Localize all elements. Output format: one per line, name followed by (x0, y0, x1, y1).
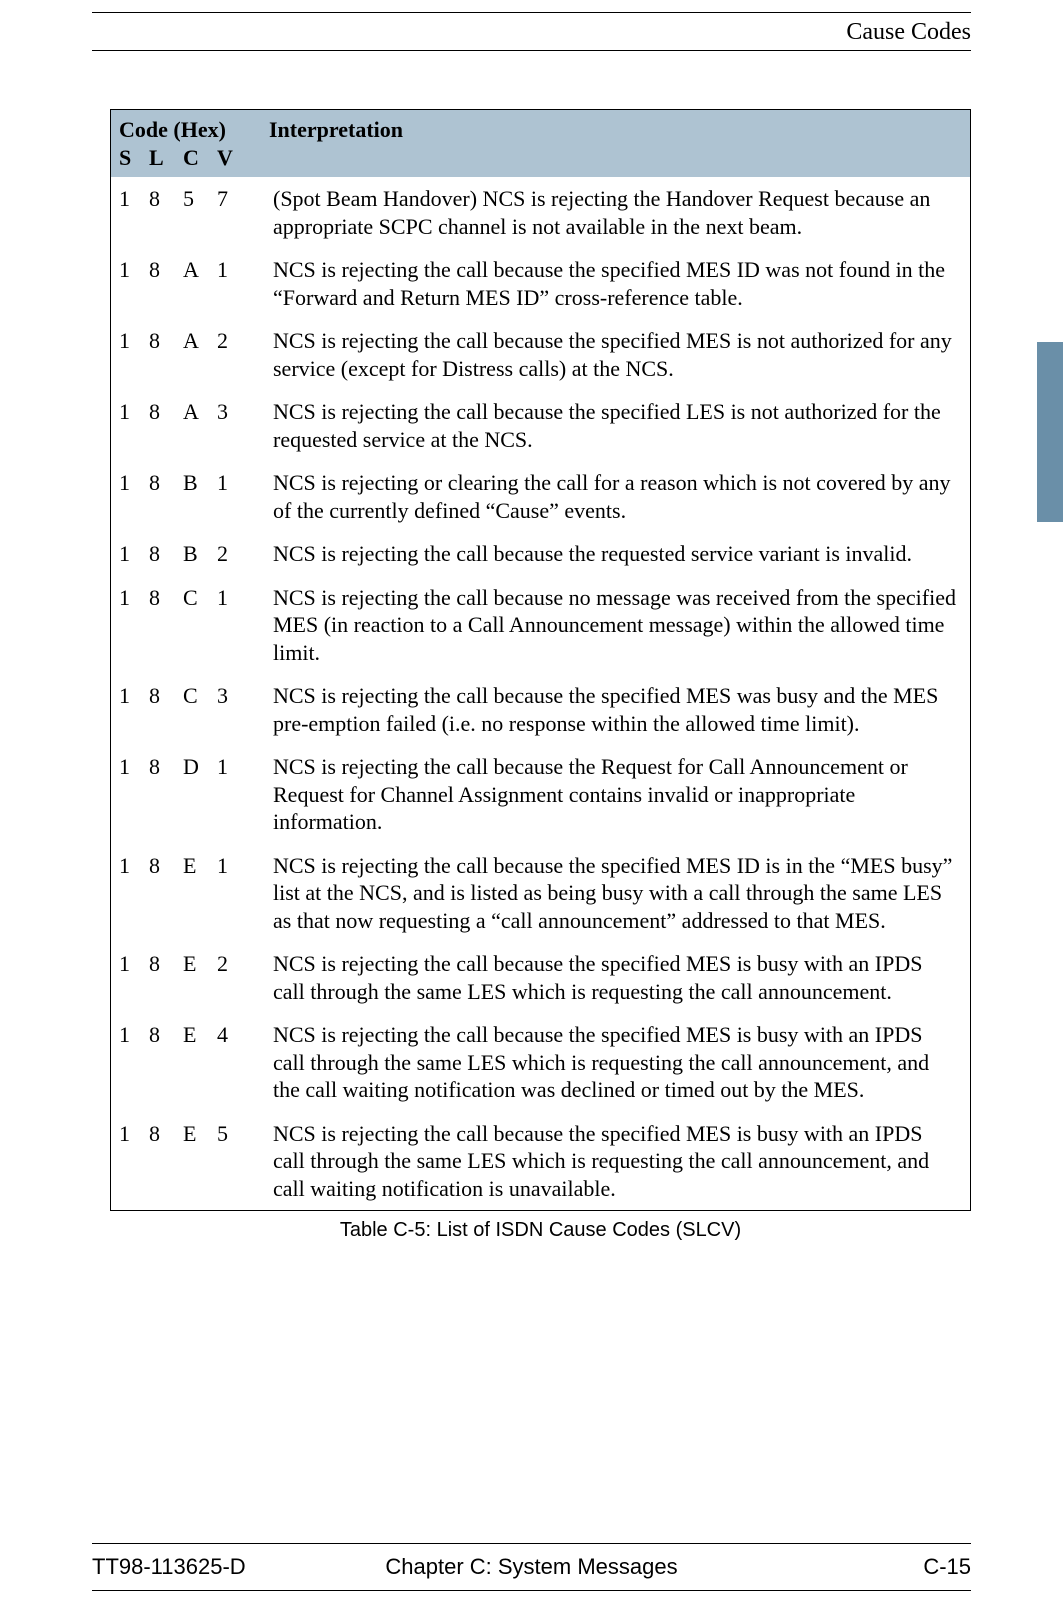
cell-interpretation: NCS is rejecting the call because the sp… (269, 844, 970, 943)
col-header-v: V (213, 144, 269, 178)
footer-rule-bottom (92, 1590, 971, 1591)
cell-s: 1 (111, 1112, 145, 1211)
cell-interpretation: NCS is rejecting the call because the Re… (269, 745, 970, 844)
cell-v: 7 (213, 177, 269, 248)
cell-s: 1 (111, 942, 145, 1013)
cause-codes-table-wrap: Code (Hex) Interpretation S L C V 1857(S… (110, 109, 971, 1211)
cell-interpretation: NCS is rejecting the call because the sp… (269, 1112, 970, 1211)
cell-c: D (179, 745, 213, 844)
col-header-c: C (179, 144, 213, 178)
cause-codes-table: Code (Hex) Interpretation S L C V 1857(S… (111, 110, 970, 1210)
cell-l: 8 (145, 1112, 179, 1211)
cell-l: 8 (145, 1013, 179, 1112)
cell-interpretation: NCS is rejecting the call because the sp… (269, 319, 970, 390)
footer-rule-top (92, 1543, 971, 1544)
cell-v: 1 (213, 248, 269, 319)
col-header-l: L (145, 144, 179, 178)
cell-c: B (179, 461, 213, 532)
cell-s: 1 (111, 674, 145, 745)
cell-c: E (179, 1013, 213, 1112)
table-row: 18B2NCS is rejecting the call because th… (111, 532, 970, 576)
cell-l: 8 (145, 745, 179, 844)
cell-v: 3 (213, 390, 269, 461)
cell-s: 1 (111, 248, 145, 319)
cell-c: B (179, 532, 213, 576)
table-caption: Table C-5: List of ISDN Cause Codes (SLC… (110, 1219, 971, 1242)
cell-v: 2 (213, 532, 269, 576)
cell-l: 8 (145, 674, 179, 745)
cell-v: 2 (213, 942, 269, 1013)
page-footer: TT98-113625-D Chapter C: System Messages… (92, 1543, 971, 1591)
cell-s: 1 (111, 844, 145, 943)
cell-s: 1 (111, 1013, 145, 1112)
cell-l: 8 (145, 248, 179, 319)
cell-interpretation: NCS is rejecting the call because the sp… (269, 674, 970, 745)
cause-codes-tbody: 1857(Spot Beam Handover) NCS is rejectin… (111, 177, 970, 1210)
table-row: 18B1NCS is rejecting or clearing the cal… (111, 461, 970, 532)
col-header-s: S (111, 144, 145, 178)
cell-s: 1 (111, 177, 145, 248)
table-row: 18E4NCS is rejecting the call because th… (111, 1013, 970, 1112)
cell-v: 2 (213, 319, 269, 390)
footer-page-number: C-15 (923, 1554, 971, 1580)
table-row: 18A3NCS is rejecting the call because th… (111, 390, 970, 461)
cell-interpretation: NCS is rejecting or clearing the call fo… (269, 461, 970, 532)
cell-v: 4 (213, 1013, 269, 1112)
cell-interpretation: NCS is rejecting the call because the sp… (269, 390, 970, 461)
cell-l: 8 (145, 532, 179, 576)
cell-c: A (179, 248, 213, 319)
table-row: 1857(Spot Beam Handover) NCS is rejectin… (111, 177, 970, 248)
table-row: 18C1NCS is rejecting the call because no… (111, 576, 970, 675)
cell-s: 1 (111, 576, 145, 675)
table-row: 18A1NCS is rejecting the call because th… (111, 248, 970, 319)
table-row: 18C3NCS is rejecting the call because th… (111, 674, 970, 745)
cell-v: 3 (213, 674, 269, 745)
cell-c: E (179, 844, 213, 943)
header-title: Cause Codes (92, 13, 971, 50)
table-row: 18E1NCS is rejecting the call because th… (111, 844, 970, 943)
cell-v: 5 (213, 1112, 269, 1211)
header-rule-bottom (92, 50, 971, 51)
col-header-code-hex: Code (Hex) (111, 110, 269, 144)
table-row: 18A2NCS is rejecting the call because th… (111, 319, 970, 390)
cell-s: 1 (111, 532, 145, 576)
cell-c: 5 (179, 177, 213, 248)
cell-s: 1 (111, 390, 145, 461)
cell-l: 8 (145, 844, 179, 943)
table-row: 18E5NCS is rejecting the call because th… (111, 1112, 970, 1211)
header-row-group: Code (Hex) Interpretation (111, 110, 970, 144)
cell-c: A (179, 319, 213, 390)
cell-interpretation: NCS is rejecting the call because no mes… (269, 576, 970, 675)
table-row: 18E2NCS is rejecting the call because th… (111, 942, 970, 1013)
side-tab (1037, 342, 1063, 522)
cell-l: 8 (145, 390, 179, 461)
cell-l: 8 (145, 319, 179, 390)
footer-row: TT98-113625-D Chapter C: System Messages… (92, 1548, 971, 1586)
col-header-interpretation: Interpretation (269, 110, 970, 177)
cell-v: 1 (213, 461, 269, 532)
cell-s: 1 (111, 745, 145, 844)
cell-l: 8 (145, 461, 179, 532)
cell-interpretation: NCS is rejecting the call because the sp… (269, 942, 970, 1013)
cell-s: 1 (111, 319, 145, 390)
cell-interpretation: (Spot Beam Handover) NCS is rejecting th… (269, 177, 970, 248)
cell-l: 8 (145, 942, 179, 1013)
cell-c: C (179, 674, 213, 745)
cell-v: 1 (213, 576, 269, 675)
cell-l: 8 (145, 576, 179, 675)
cell-s: 1 (111, 461, 145, 532)
cell-c: E (179, 1112, 213, 1211)
cell-c: E (179, 942, 213, 1013)
cell-c: A (179, 390, 213, 461)
cell-v: 1 (213, 745, 269, 844)
cell-interpretation: NCS is rejecting the call because the sp… (269, 1013, 970, 1112)
footer-doc-id: TT98-113625-D (92, 1554, 246, 1580)
cell-l: 8 (145, 177, 179, 248)
cell-v: 1 (213, 844, 269, 943)
cell-interpretation: NCS is rejecting the call because the sp… (269, 248, 970, 319)
cell-c: C (179, 576, 213, 675)
page: Cause Codes Code (Hex) Interpretation S … (0, 12, 1063, 1617)
cell-interpretation: NCS is rejecting the call because the re… (269, 532, 970, 576)
table-row: 18D1NCS is rejecting the call because th… (111, 745, 970, 844)
